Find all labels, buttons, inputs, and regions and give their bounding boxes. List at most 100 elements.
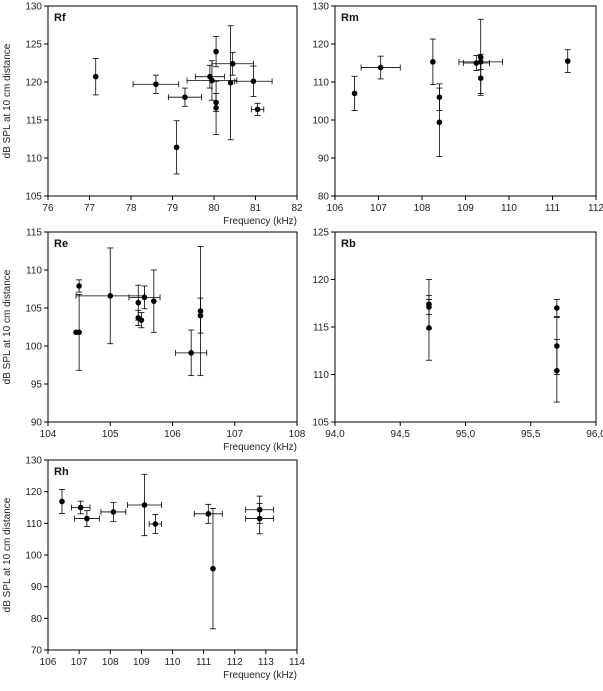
y-tick-label: 110 bbox=[26, 266, 42, 277]
y-tick-label: 105 bbox=[25, 192, 42, 203]
data-point bbox=[150, 269, 157, 333]
data-point bbox=[360, 55, 401, 80]
plot-frame bbox=[47, 5, 298, 197]
x-tick-label: 96,0 bbox=[586, 429, 603, 440]
data-marker bbox=[76, 283, 82, 289]
data-point bbox=[436, 87, 443, 157]
data-marker bbox=[138, 317, 145, 323]
data-point bbox=[477, 62, 484, 94]
data-marker bbox=[213, 105, 219, 111]
y-tick-label: 90 bbox=[31, 418, 43, 429]
y-tick-label: 120 bbox=[25, 78, 42, 89]
y-tick-label: 130 bbox=[312, 2, 329, 13]
x-tick-label: 109 bbox=[133, 657, 150, 668]
data-marker bbox=[182, 94, 188, 100]
data-marker bbox=[564, 58, 571, 64]
x-tick-label: 113 bbox=[258, 657, 274, 668]
data-marker bbox=[173, 144, 180, 151]
data-marker bbox=[210, 565, 216, 572]
x-tick-label: 105 bbox=[102, 429, 119, 440]
data-point bbox=[148, 514, 163, 534]
y-tick-label: 120 bbox=[312, 40, 329, 51]
data-point bbox=[128, 285, 161, 310]
plot-frame bbox=[334, 231, 597, 423]
data-marker bbox=[141, 502, 148, 508]
y-tick-label: 110 bbox=[313, 370, 329, 381]
y-tick-label: 130 bbox=[25, 456, 42, 467]
data-marker bbox=[477, 75, 484, 81]
data-marker bbox=[227, 79, 234, 86]
x-tick-label: 108 bbox=[102, 657, 119, 668]
chart-panel-rb: 94,0 94,5 95,0 95,5 96,0 105 110 115 120 125 Rb bbox=[312, 228, 603, 441]
data-point bbox=[553, 338, 560, 403]
y-axis-label: dB SPL at 10 cm distance bbox=[2, 43, 13, 158]
data-marker bbox=[205, 511, 212, 517]
x-tick-label: 107 bbox=[71, 657, 88, 668]
data-marker bbox=[135, 299, 142, 306]
data-point bbox=[92, 58, 99, 96]
chart-panel-re: 104 105 106 107 108 90 95 100 105 110 115 Re Frequen… bbox=[2, 228, 306, 454]
data-marker bbox=[141, 294, 148, 301]
panel-title: Re bbox=[54, 238, 68, 250]
data-point bbox=[209, 508, 216, 630]
data-point bbox=[138, 312, 145, 329]
data-point bbox=[193, 503, 223, 524]
x-tick-label: 108 bbox=[414, 203, 431, 214]
data-point bbox=[553, 299, 560, 317]
x-tick-label: 109 bbox=[457, 203, 474, 214]
y-tick-label: 130 bbox=[25, 2, 42, 13]
data-marker bbox=[436, 119, 443, 126]
data-marker bbox=[151, 298, 157, 304]
x-tick-label: 78 bbox=[125, 203, 137, 214]
data-point bbox=[135, 309, 142, 326]
data-marker bbox=[77, 504, 84, 511]
data-marker bbox=[84, 515, 90, 522]
data-marker bbox=[197, 312, 204, 319]
y-tick-label: 120 bbox=[312, 275, 329, 286]
data-point bbox=[425, 295, 432, 361]
x-tick-label: 106 bbox=[40, 657, 57, 668]
x-tick-label: 111 bbox=[196, 657, 212, 668]
data-point bbox=[74, 510, 100, 527]
y-tick-label: 125 bbox=[312, 228, 329, 239]
data-marker bbox=[256, 515, 263, 522]
data-marker bbox=[73, 329, 79, 336]
y-tick-label: 120 bbox=[25, 487, 42, 498]
y-tick-label: 80 bbox=[31, 614, 43, 625]
x-axis-label: Frequency (kHz) bbox=[223, 442, 297, 453]
x-tick-label: 107 bbox=[370, 203, 387, 214]
x-tick-label: 80 bbox=[208, 203, 220, 214]
x-tick-label: 106 bbox=[327, 203, 344, 214]
y-tick-label: 110 bbox=[26, 519, 42, 530]
y-tick-label: 110 bbox=[26, 154, 42, 165]
x-tick-label: 111 bbox=[545, 203, 561, 214]
x-axis-label: Frequency (kHz) bbox=[223, 670, 297, 681]
data-point bbox=[197, 297, 204, 334]
x-tick-label: 104 bbox=[40, 429, 57, 440]
y-axis-label: dB SPL at 10 cm distance bbox=[2, 269, 13, 384]
x-tick-label: 94,5 bbox=[391, 429, 411, 440]
plot-frame bbox=[47, 231, 298, 423]
data-point bbox=[126, 473, 163, 537]
x-tick-label: 106 bbox=[164, 429, 181, 440]
y-tick-label: 90 bbox=[31, 582, 43, 593]
panel-title: Rm bbox=[341, 12, 359, 24]
y-tick-label: 80 bbox=[318, 192, 330, 203]
data-point bbox=[59, 489, 66, 514]
data-marker bbox=[209, 77, 215, 84]
data-marker bbox=[430, 59, 436, 65]
x-tick-label: 112 bbox=[227, 657, 243, 668]
y-axis-label: dB SPL at 10 cm distance bbox=[2, 497, 13, 612]
data-point bbox=[564, 49, 571, 73]
data-marker bbox=[153, 81, 159, 88]
data-marker bbox=[377, 64, 384, 71]
data-marker bbox=[152, 521, 159, 527]
plot-frame bbox=[334, 5, 597, 197]
data-point bbox=[211, 51, 254, 76]
data-marker bbox=[554, 305, 560, 311]
data-marker bbox=[351, 90, 358, 97]
x-tick-label: 77 bbox=[84, 203, 96, 214]
data-marker bbox=[213, 48, 219, 55]
data-marker bbox=[254, 106, 261, 113]
panel-title: Rb bbox=[341, 238, 356, 250]
